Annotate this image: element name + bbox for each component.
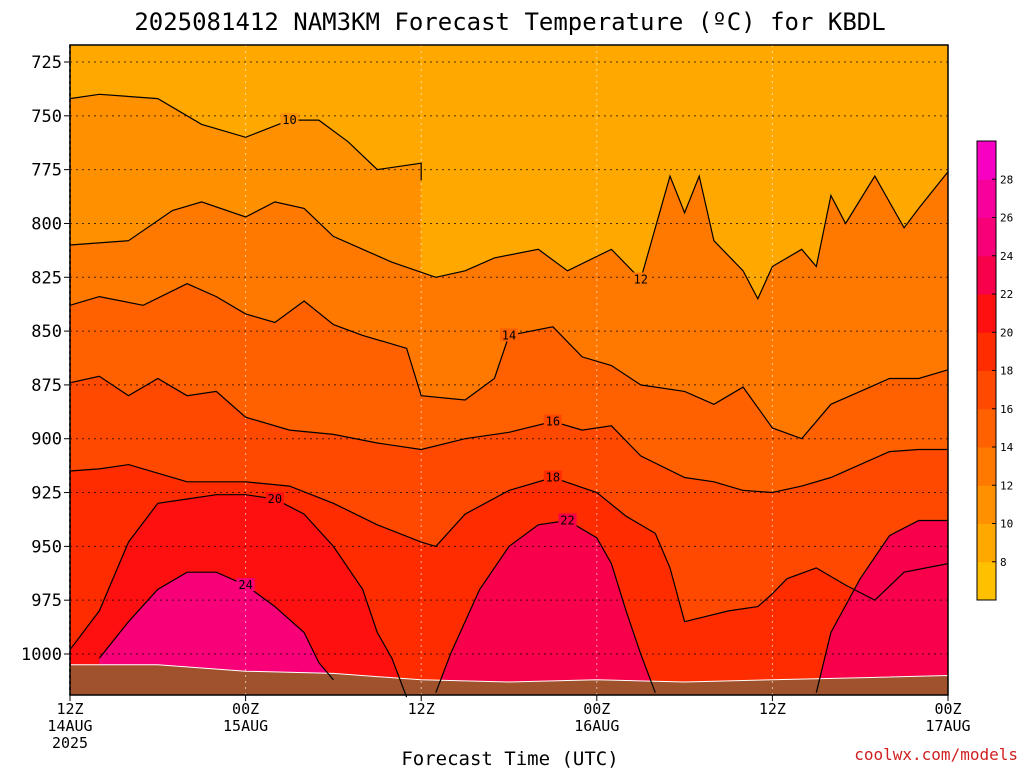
contour-label-14: 14 — [502, 328, 516, 342]
x-tick-label: 15AUG — [223, 717, 268, 735]
y-tick-label: 750 — [31, 107, 62, 127]
contour-label-bg — [558, 513, 577, 527]
colorbar-swatch — [977, 141, 996, 180]
colorbar-swatch — [977, 217, 996, 257]
x-tick-label: 00Z — [232, 700, 259, 718]
contour-label-bg — [543, 414, 562, 428]
contour-lines: 10 12 14 16 18 20 22 24 — [69, 93, 949, 698]
y-tick-label: 850 — [31, 322, 62, 342]
colorbar-swatch — [977, 255, 996, 295]
x-tick-label: 12Z — [759, 700, 786, 718]
colorbar-tick-label: 24 — [1000, 250, 1014, 263]
colorbar-tick-label: 22 — [1000, 288, 1013, 301]
colorbar-tick-label: 18 — [1000, 365, 1013, 378]
colorbar-swatch — [977, 447, 996, 486]
colorbar-tick-label: 28 — [1000, 173, 1013, 186]
x-tick-label: 12Z — [408, 700, 435, 718]
y-tick-label: 975 — [31, 591, 62, 611]
colorbar: 8 10 12 14 16 18 20 22 24 26 28 — [976, 140, 1014, 601]
colorbar-tick-label: 12 — [1000, 479, 1013, 492]
x-tick-label: 12Z — [56, 700, 83, 718]
terrain — [70, 664, 948, 695]
colorbar-tick-label: 16 — [1000, 403, 1013, 416]
contour-20 — [69, 494, 408, 698]
contour-label-24: 24 — [238, 578, 252, 592]
contour-label-bg — [265, 492, 284, 506]
colorbar-tick-label: 10 — [1000, 518, 1013, 531]
x-tick-label: 00Z — [583, 700, 610, 718]
x-tick-label: 2025 — [52, 734, 88, 752]
contour-24 — [98, 571, 334, 681]
contour-label-22: 22 — [560, 514, 574, 528]
y-tick-label: 875 — [31, 376, 62, 396]
contour-label-10: 10 — [282, 113, 296, 127]
y-tick-label: 775 — [31, 161, 62, 181]
colorbar-swatch — [977, 523, 996, 563]
contour-label-12: 12 — [633, 272, 647, 286]
colorbar-tick-label: 8 — [1000, 556, 1007, 569]
x-tick-label: 16AUG — [574, 717, 619, 735]
contour-label-18: 18 — [546, 470, 560, 484]
y-tick-label: 1000 — [21, 645, 62, 665]
colorbar-tick-label: 20 — [1000, 326, 1013, 339]
colorbar-swatch — [977, 561, 996, 601]
contour-label-bg — [500, 328, 518, 342]
colorbar-swatch — [977, 332, 996, 371]
contour-12 — [69, 171, 949, 301]
axes: 725 750 775 800 825 850 875 900 925 950 975 1000 12Z… — [21, 44, 971, 752]
x-tick-label: 14AUG — [47, 717, 92, 735]
contour-label-bg — [631, 272, 650, 286]
x-tick-label: 17AUG — [925, 717, 970, 735]
fill-band-24 — [99, 572, 334, 695]
contour-label-bg — [236, 578, 255, 592]
colorbar-swatch — [977, 294, 996, 333]
colorbar-swatch — [977, 179, 996, 218]
fill-band-22 — [435, 520, 656, 695]
y-tick-label: 950 — [31, 537, 62, 557]
contour-label-bg — [280, 113, 299, 127]
y-tick-label: 825 — [31, 268, 62, 288]
x-axis-label: Forecast Time (UTC) — [401, 748, 618, 768]
y-tick-label: 800 — [31, 214, 62, 234]
colorbar-tick-label: 26 — [1000, 212, 1013, 225]
contour-label-20: 20 — [268, 492, 282, 506]
y-tick-label: 900 — [31, 430, 62, 450]
plot-area — [70, 45, 948, 695]
y-tick-label: 925 — [31, 484, 62, 504]
contour-label-bg — [543, 470, 562, 484]
colorbar-swatch — [977, 408, 996, 448]
colorbar-tick-label: 14 — [1000, 441, 1014, 454]
chart-title: 2025081412 NAM3KM Forecast Temperature (… — [134, 8, 885, 36]
y-tick-label: 725 — [31, 53, 62, 73]
fill-band-22 — [816, 520, 948, 695]
colorbar-swatch — [977, 370, 996, 410]
colorbar-swatch — [977, 485, 996, 524]
contour-label-16: 16 — [546, 415, 560, 429]
credit-link[interactable]: coolwx.com/models — [854, 745, 1018, 764]
x-tick-label: 00Z — [934, 700, 961, 718]
contour-22 — [815, 519, 948, 693]
